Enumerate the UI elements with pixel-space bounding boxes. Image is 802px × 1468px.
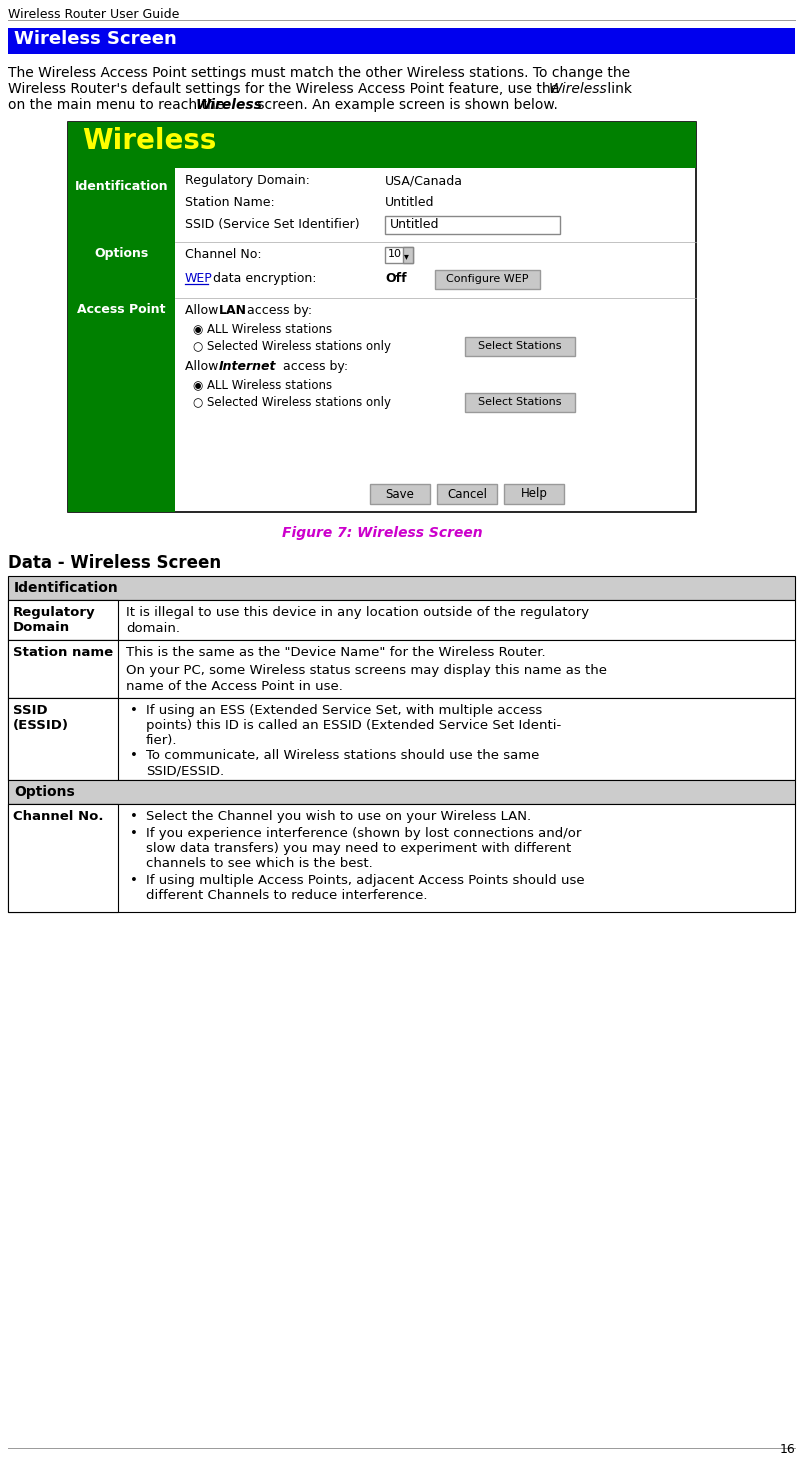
- Bar: [8, 600, 118, 640]
- Text: Off: Off: [384, 272, 406, 285]
- Bar: [384, 216, 559, 233]
- Text: Untitled: Untitled: [384, 197, 434, 208]
- Text: Options: Options: [14, 785, 75, 799]
- Text: Select Stations: Select Stations: [478, 396, 561, 407]
- Bar: [8, 780, 794, 804]
- Text: different Channels to reduce interference.: different Channels to reduce interferenc…: [146, 890, 427, 901]
- Text: Save: Save: [385, 487, 414, 501]
- Bar: [384, 247, 412, 263]
- Text: Help: Help: [520, 487, 547, 501]
- Text: points) this ID is called an ESSID (Extended Service Set Identi-: points) this ID is called an ESSID (Exte…: [146, 719, 561, 733]
- Text: domain.: domain.: [126, 622, 180, 636]
- Text: Select the Channel you wish to use on your Wireless LAN.: Select the Channel you wish to use on yo…: [146, 810, 530, 824]
- Text: Cancel: Cancel: [447, 487, 486, 501]
- Bar: [464, 393, 574, 413]
- Text: •: •: [130, 826, 138, 840]
- Text: fier).: fier).: [146, 734, 177, 747]
- Bar: [8, 640, 794, 697]
- Text: Wireless Screen: Wireless Screen: [14, 29, 176, 48]
- Text: Channel No:: Channel No:: [184, 248, 261, 261]
- Text: ▾: ▾: [403, 251, 408, 261]
- Text: Internet: Internet: [219, 360, 276, 373]
- Text: If you experience interference (shown by lost connections and/or: If you experience interference (shown by…: [146, 826, 581, 840]
- Bar: [8, 640, 118, 697]
- Text: WEP: WEP: [184, 272, 213, 285]
- Text: Station name: Station name: [13, 646, 113, 659]
- Text: Wireless Router User Guide: Wireless Router User Guide: [8, 7, 179, 21]
- Text: SSID (Service Set Identifier): SSID (Service Set Identifier): [184, 219, 359, 230]
- Text: The Wireless Access Point settings must match the other Wireless stations. To ch: The Wireless Access Point settings must …: [8, 66, 630, 79]
- Text: Figure 7: Wireless Screen: Figure 7: Wireless Screen: [282, 526, 482, 540]
- Text: •: •: [130, 705, 138, 716]
- Text: ◉ ALL Wireless stations: ◉ ALL Wireless stations: [192, 377, 332, 390]
- Text: On your PC, some Wireless status screens may display this name as the: On your PC, some Wireless status screens…: [126, 664, 606, 677]
- Bar: [436, 484, 496, 504]
- Bar: [370, 484, 429, 504]
- Bar: [8, 697, 118, 780]
- Text: 10: 10: [387, 250, 402, 258]
- Bar: [68, 122, 695, 512]
- Bar: [403, 247, 412, 263]
- Text: •: •: [130, 873, 138, 887]
- Text: access by:: access by:: [278, 360, 348, 373]
- Bar: [68, 122, 695, 167]
- Text: It is illegal to use this device in any location outside of the regulatory: It is illegal to use this device in any …: [126, 606, 589, 619]
- Text: ○ Selected Wireless stations only: ○ Selected Wireless stations only: [192, 396, 391, 410]
- Text: 16: 16: [778, 1443, 794, 1456]
- Text: Wireless Router's default settings for the Wireless Access Point feature, use th: Wireless Router's default settings for t…: [8, 82, 563, 95]
- Text: ○ Selected Wireless stations only: ○ Selected Wireless stations only: [192, 341, 391, 352]
- Text: Wireless: Wireless: [82, 128, 216, 156]
- Text: This is the same as the "Device Name" for the Wireless Router.: This is the same as the "Device Name" fo…: [126, 646, 545, 659]
- Text: Station Name:: Station Name:: [184, 197, 274, 208]
- Text: Channel No.: Channel No.: [13, 810, 103, 824]
- Bar: [8, 804, 118, 912]
- Text: ◉ ALL Wireless stations: ◉ ALL Wireless stations: [192, 321, 332, 335]
- Text: Access Point: Access Point: [77, 302, 165, 316]
- Text: To communicate, all Wireless stations should use the same: To communicate, all Wireless stations sh…: [146, 749, 539, 762]
- Text: Untitled: Untitled: [390, 219, 439, 230]
- Bar: [8, 697, 794, 780]
- Text: If using multiple Access Points, adjacent Access Points should use: If using multiple Access Points, adjacen…: [146, 873, 584, 887]
- Text: Configure WEP: Configure WEP: [445, 275, 528, 283]
- Text: Select Stations: Select Stations: [478, 341, 561, 351]
- Text: Wireless: Wireless: [549, 82, 607, 95]
- Text: name of the Access Point in use.: name of the Access Point in use.: [126, 680, 342, 693]
- Bar: [8, 28, 794, 54]
- Text: Regulatory Domain:: Regulatory Domain:: [184, 175, 310, 186]
- Text: Identification: Identification: [14, 581, 119, 595]
- Text: USA/Canada: USA/Canada: [384, 175, 463, 186]
- Text: data encryption:: data encryption:: [209, 272, 316, 285]
- Text: slow data transfers) you may need to experiment with different: slow data transfers) you may need to exp…: [146, 843, 570, 854]
- Bar: [8, 600, 794, 640]
- Text: Regulatory
Domain: Regulatory Domain: [13, 606, 95, 634]
- Text: link: link: [602, 82, 631, 95]
- Text: Data - Wireless Screen: Data - Wireless Screen: [8, 553, 221, 573]
- Text: Identification: Identification: [75, 181, 168, 192]
- Text: If using an ESS (Extended Service Set, with multiple access: If using an ESS (Extended Service Set, w…: [146, 705, 541, 716]
- Text: channels to see which is the best.: channels to see which is the best.: [146, 857, 372, 871]
- Text: Allow: Allow: [184, 304, 222, 317]
- Text: SSID
(ESSID): SSID (ESSID): [13, 705, 69, 733]
- Bar: [68, 167, 175, 512]
- Text: •: •: [130, 810, 138, 824]
- Text: LAN: LAN: [219, 304, 247, 317]
- Text: Options: Options: [95, 247, 148, 260]
- Text: screen. An example screen is shown below.: screen. An example screen is shown below…: [253, 98, 557, 112]
- Bar: [464, 338, 574, 357]
- Text: on the main menu to reach the: on the main menu to reach the: [8, 98, 229, 112]
- Text: •: •: [130, 749, 138, 762]
- Text: Wireless: Wireless: [196, 98, 262, 112]
- Text: SSID/ESSID.: SSID/ESSID.: [146, 763, 224, 777]
- Bar: [435, 270, 539, 289]
- Text: access by:: access by:: [243, 304, 312, 317]
- Bar: [8, 804, 794, 912]
- Bar: [504, 484, 563, 504]
- Bar: [8, 575, 794, 600]
- Text: Allow: Allow: [184, 360, 222, 373]
